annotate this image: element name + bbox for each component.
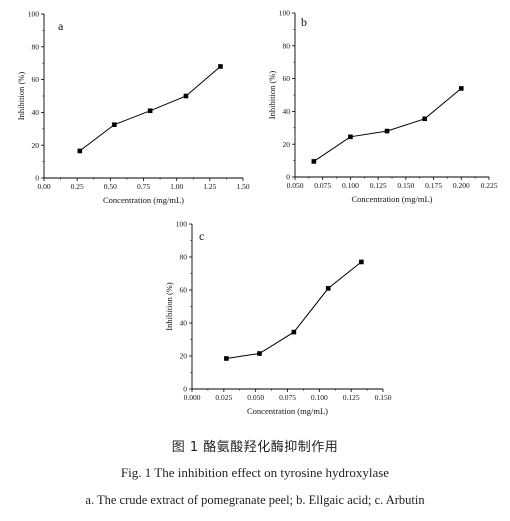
y-tick-label: 0 [35, 174, 39, 183]
panel-letter: c [199, 229, 204, 243]
y-tick-label: 20 [32, 141, 40, 150]
x-axis-label: Concentration (mg/mL) [103, 195, 184, 205]
y-tick-label: 100 [176, 220, 188, 229]
x-tick-label: 0.125 [343, 393, 360, 402]
x-tick-label: 0.000 [184, 393, 201, 402]
data-point [325, 286, 331, 291]
data-point [77, 148, 83, 154]
panel-letter: b [301, 15, 307, 29]
y-tick-label: 20 [283, 140, 291, 149]
figure-caption-english: Fig. 1 The inhibition effect on tyrosine… [120, 465, 390, 480]
x-tick-label: 0.125 [370, 181, 387, 190]
x-tick-label: 0.25 [71, 182, 84, 191]
figure-caption-chinese: 图 1 酪氨酸羟化酶抑制作用 [171, 440, 339, 455]
y-tick-label: 0 [286, 173, 290, 182]
data-point [224, 356, 229, 361]
x-tick-label: 0.150 [397, 181, 414, 190]
y-axis-label: Inhibition (%) [267, 71, 277, 120]
y-axis-label: Inhibition (%) [16, 72, 26, 121]
y-tick-label: 100 [28, 10, 40, 19]
y-tick-label: 40 [283, 107, 291, 116]
y-tick-label: 80 [283, 41, 291, 50]
x-tick-label: 0.050 [247, 393, 264, 402]
panel-c-chart: 0 20 40 60 80 100 0.000 0.025 0.050 0.075 0.100 0.1… [164, 220, 392, 416]
figure-caption-legend: a. The crude extract of pomegranate peel… [85, 493, 425, 507]
y-tick-label: 80 [180, 253, 188, 262]
data-point [422, 116, 428, 122]
x-axis-label: Concentration (mg/mL) [247, 406, 328, 416]
x-tick-label: 1.50 [236, 182, 249, 191]
x-tick-label: 0.200 [453, 181, 470, 190]
x-tick-label: 0.225 [481, 181, 498, 190]
y-tick-label: 40 [32, 108, 40, 117]
x-tick-label: 1.25 [203, 182, 216, 191]
x-tick-label: 0.100 [311, 393, 328, 402]
data-point [183, 93, 189, 99]
data-point [311, 159, 317, 164]
y-tick-label: 60 [180, 286, 188, 295]
x-axis-label: Concentration (mg/mL) [352, 194, 433, 204]
y-tick-label: 60 [283, 74, 291, 83]
x-tick-label: 0.100 [342, 181, 359, 190]
series-line [313, 88, 462, 162]
x-tick-label: 1.00 [170, 182, 183, 191]
data-point [384, 128, 390, 134]
panel-b-chart: 0 20 40 60 80 100 0.050 0.075 0.100 0.125 0.150 0.1… [267, 9, 498, 204]
y-tick-label: 80 [32, 42, 40, 51]
series-line [226, 261, 362, 359]
panel-a-chart: 0 20 40 60 80 100 0.00 0.25 0.50 0.75 1.00 1.25 1.50… [16, 10, 250, 205]
x-tick-label: 0.150 [375, 393, 392, 402]
panel-letter: a [58, 19, 64, 33]
x-tick-label: 0.75 [137, 182, 150, 191]
data-point [218, 64, 223, 69]
y-tick-label: 40 [180, 319, 188, 328]
y-tick-label: 20 [180, 352, 188, 361]
y-tick-label: 0 [183, 385, 187, 394]
data-point [147, 108, 153, 114]
data-point [112, 122, 117, 127]
y-tick-label: 60 [32, 75, 40, 84]
x-tick-label: 0.00 [37, 182, 50, 191]
y-tick-label: 100 [279, 9, 291, 18]
data-point [359, 259, 364, 265]
x-tick-label: 0.025 [215, 393, 232, 402]
data-point [291, 329, 297, 335]
x-tick-label: 0.50 [104, 182, 117, 191]
x-tick-label: 0.075 [279, 393, 296, 402]
y-axis-label: Inhibition (%) [164, 282, 174, 331]
data-point [348, 134, 353, 140]
x-tick-label: 0.050 [287, 181, 304, 190]
x-tick-label: 0.075 [314, 181, 331, 190]
data-point [458, 86, 464, 91]
data-point [257, 351, 262, 356]
x-tick-label: 0.175 [425, 181, 442, 190]
